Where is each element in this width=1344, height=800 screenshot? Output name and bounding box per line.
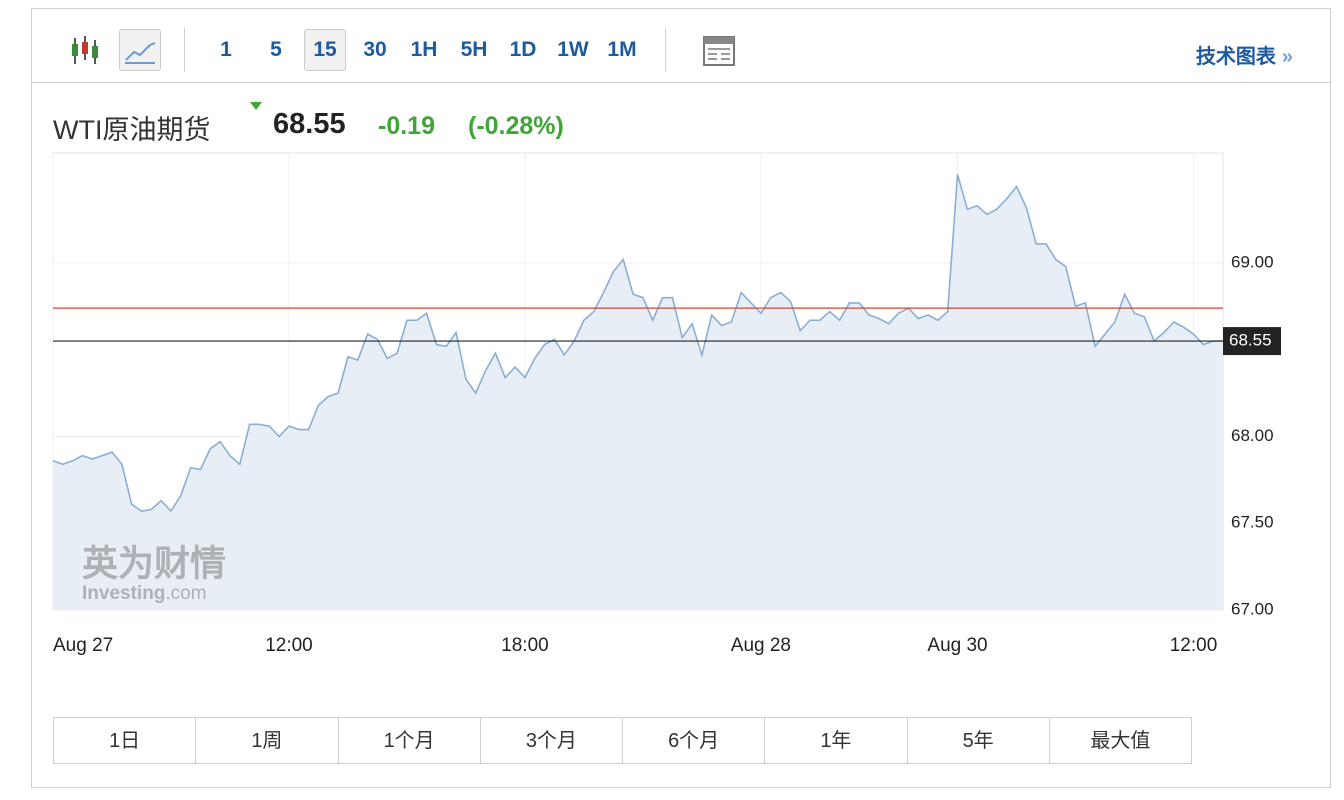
interval-button[interactable]: 1D <box>509 38 537 61</box>
interval-button[interactable]: 15 <box>304 29 346 71</box>
interval-button[interactable]: 1M <box>607 38 637 61</box>
watermark-site-name: Investing <box>82 583 165 604</box>
interval-button[interactable]: 30 <box>363 38 387 61</box>
range-button[interactable]: 1周 <box>195 717 339 764</box>
range-button[interactable]: 6个月 <box>622 717 766 764</box>
table-icon[interactable] <box>703 36 735 66</box>
x-tick-label: 12:00 <box>1170 635 1218 656</box>
toolbar: 1 5 15 30 1H 5H 1D 1W 1M 技术图表» <box>31 8 1331 83</box>
instrument-name: WTI原油期货 <box>53 115 211 145</box>
price: 68.55 <box>273 108 346 140</box>
x-tick-label: 18:00 <box>501 635 549 656</box>
range-button[interactable]: 1日 <box>53 717 197 764</box>
watermark: 英为财情 Investing.com <box>82 543 226 605</box>
area-fill <box>53 174 1223 611</box>
separator <box>665 28 666 72</box>
interval-button[interactable]: 5 <box>270 38 282 61</box>
x-tick-label: Aug 27 <box>53 635 113 656</box>
x-tick-label: Aug 28 <box>731 635 791 656</box>
watermark-brand: 英为财情 <box>82 543 226 584</box>
line-chart-button[interactable] <box>119 29 161 71</box>
range-button[interactable]: 1个月 <box>337 717 481 764</box>
down-arrow <box>250 102 262 110</box>
price-tag <box>1223 327 1281 356</box>
interval-button[interactable]: 1 <box>220 38 232 61</box>
widget-frame <box>31 8 1331 788</box>
change: -0.19 <box>378 112 435 140</box>
interval-button[interactable]: 5H <box>460 38 488 61</box>
interval-button[interactable]: 1H <box>410 38 438 61</box>
interval-button[interactable]: 1W <box>557 38 589 61</box>
technical-chart-link[interactable]: 技术图表» <box>1196 40 1293 69</box>
change-percent: (-0.28%) <box>468 112 564 140</box>
candlestick-icon[interactable] <box>69 34 105 68</box>
price-tag-label: 68.55 <box>1229 331 1272 350</box>
y-tick-label: 67.50 <box>1231 513 1274 532</box>
x-tick-label: Aug 30 <box>927 635 987 656</box>
y-tick-label: 68.00 <box>1231 426 1274 445</box>
range-button[interactable]: 5年 <box>906 717 1050 764</box>
separator <box>184 28 185 72</box>
y-tick-label: 67.00 <box>1231 599 1274 618</box>
link-text[interactable]: 技术图表 <box>1195 46 1276 68</box>
y-tick-label: 69.00 <box>1231 252 1274 271</box>
chart: 英为财情 Investing.com 67.00 67.50 68.00 69.00 A… <box>52 152 1281 656</box>
x-tick-label: 12:00 <box>265 635 313 656</box>
line-chart-icon <box>125 42 156 64</box>
range-button[interactable]: 3个月 <box>479 717 623 764</box>
watermark-suffix: .com <box>165 583 206 604</box>
range-button[interactable]: 最大值 <box>1048 717 1192 764</box>
plot <box>52 152 1224 611</box>
range-button[interactable]: 1年 <box>764 717 908 764</box>
link-arrow: » <box>1281 46 1293 68</box>
price-line <box>52 174 1223 513</box>
watermark-site: Investing.com <box>82 583 207 604</box>
